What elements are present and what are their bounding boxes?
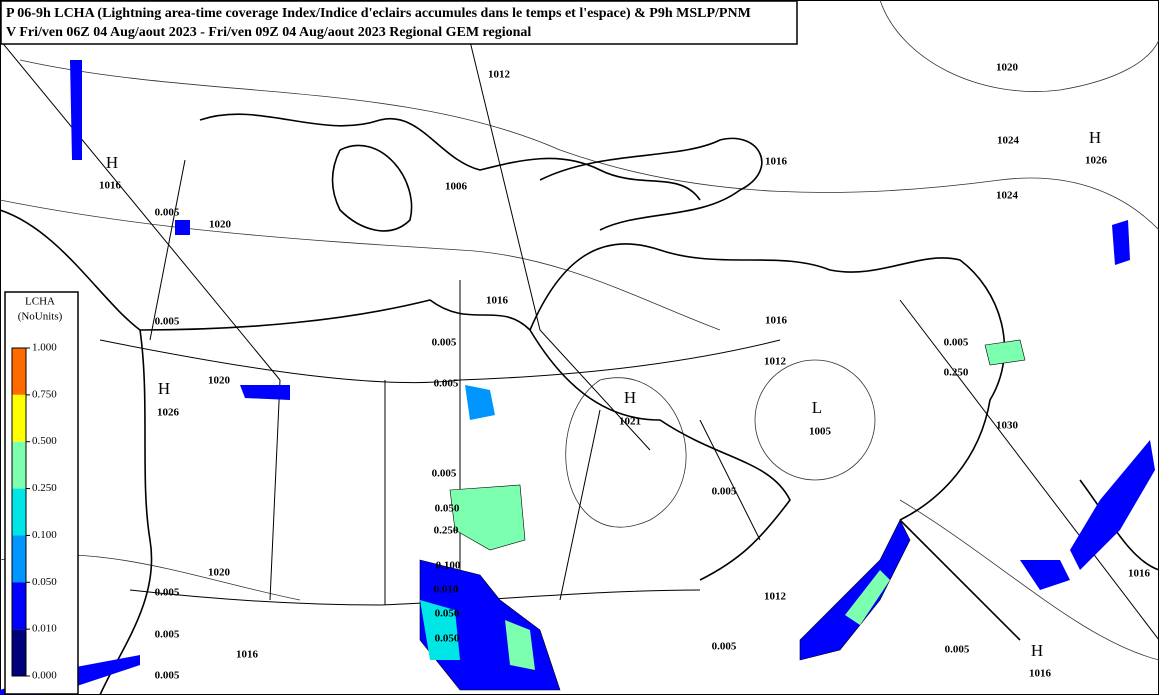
map-label: 0.250 bbox=[944, 367, 969, 379]
legend-swatch bbox=[12, 441, 26, 489]
legend-label: 0.500 bbox=[32, 435, 57, 447]
map-label: 1020 bbox=[208, 567, 231, 579]
map-label: 0.050 bbox=[435, 608, 460, 620]
legend-label: 0.250 bbox=[32, 482, 57, 494]
map-label: 0.005 bbox=[155, 316, 180, 328]
map-label: 1016 bbox=[486, 295, 509, 307]
map-label: 1012 bbox=[764, 356, 787, 368]
map-label: 1006 bbox=[445, 181, 468, 193]
map-label: 1026 bbox=[157, 407, 180, 419]
map-label: 1020 bbox=[996, 62, 1019, 74]
map-label: 1021 bbox=[619, 416, 641, 428]
map-label: 0.250 bbox=[434, 525, 459, 537]
map-label: H bbox=[106, 153, 118, 172]
map-label: 1024 bbox=[996, 190, 1019, 202]
header-line: V Fri/ven 06Z 04 Aug/aout 2023 - Fri/ven… bbox=[6, 25, 531, 40]
map-label: 1012 bbox=[488, 69, 511, 81]
boundaries bbox=[0, 0, 1159, 641]
map-label: 0.050 bbox=[435, 503, 460, 515]
map-label: 1016 bbox=[99, 180, 122, 192]
legend-swatch bbox=[12, 394, 26, 442]
map-label: 0.050 bbox=[435, 633, 460, 645]
map-label: 0.100 bbox=[436, 560, 461, 572]
legend-label: 0.010 bbox=[32, 623, 57, 635]
header: P 06-9h LCHA (Lightning area-time covera… bbox=[0, 0, 798, 45]
map-label: 0.005 bbox=[434, 378, 459, 390]
legend-label: 1.000 bbox=[32, 342, 57, 354]
map-label: 0.005 bbox=[712, 641, 737, 653]
legend-label: 0.050 bbox=[32, 576, 57, 588]
map-label: 0.005 bbox=[432, 337, 457, 349]
map-label: 0.005 bbox=[155, 207, 180, 219]
map-label: 1012 bbox=[764, 591, 787, 603]
legend: LCHA (NoUnits) 1.000 0.750 0.500 0.250 0.100… bbox=[4, 291, 79, 695]
map-label: L bbox=[812, 398, 822, 417]
legend-swatch bbox=[12, 629, 26, 676]
legend-swatch bbox=[12, 582, 26, 630]
legend-label: 0.750 bbox=[32, 388, 57, 400]
map-label: 0.005 bbox=[155, 670, 180, 682]
legend-subtitle: (NoUnits) bbox=[18, 311, 63, 323]
map-label: 0.005 bbox=[155, 587, 180, 599]
map-label: 1016 bbox=[765, 156, 788, 168]
map-label: H bbox=[624, 388, 636, 407]
map-label: 1016 bbox=[1128, 568, 1151, 580]
legend-label: 0.100 bbox=[32, 529, 57, 541]
legend-bar-outline bbox=[11, 347, 27, 677]
legend-swatch bbox=[12, 348, 26, 395]
legend-title: LCHA bbox=[25, 296, 55, 308]
legend-swatch bbox=[12, 488, 26, 536]
map-label: 1016 bbox=[765, 315, 788, 327]
map-label: 0.005 bbox=[432, 468, 457, 480]
legend-label: 0.000 bbox=[32, 670, 57, 682]
map-label: H bbox=[158, 379, 170, 398]
map-label: 1024 bbox=[997, 135, 1020, 147]
map-label: 1030 bbox=[996, 420, 1019, 432]
coastlines bbox=[0, 113, 1159, 695]
header-box bbox=[0, 0, 798, 45]
map-label: 1026 bbox=[1085, 155, 1108, 167]
legend-swatch bbox=[12, 535, 26, 583]
map-label: 0.005 bbox=[944, 337, 969, 349]
map-label: H bbox=[1031, 641, 1043, 660]
map-label: 1005 bbox=[809, 426, 832, 438]
map-label: 1020 bbox=[208, 375, 231, 387]
header-line: P 06-9h LCHA (Lightning area-time covera… bbox=[6, 6, 751, 21]
map-label: 0.010 bbox=[434, 584, 459, 596]
map-label: 1016 bbox=[1029, 668, 1052, 680]
map-label: 0.005 bbox=[712, 486, 737, 498]
map-label: H bbox=[1089, 128, 1101, 147]
map-label: 0.005 bbox=[945, 644, 970, 656]
map-label: 1020 bbox=[209, 219, 232, 231]
map-labels: 0.005 1016 H 1020 0.005 H 1026 1020 0.00… bbox=[99, 62, 1151, 682]
lightning-areas bbox=[0, 60, 1155, 695]
map-label: 0.005 bbox=[155, 629, 180, 641]
map-label: 1016 bbox=[236, 649, 259, 661]
